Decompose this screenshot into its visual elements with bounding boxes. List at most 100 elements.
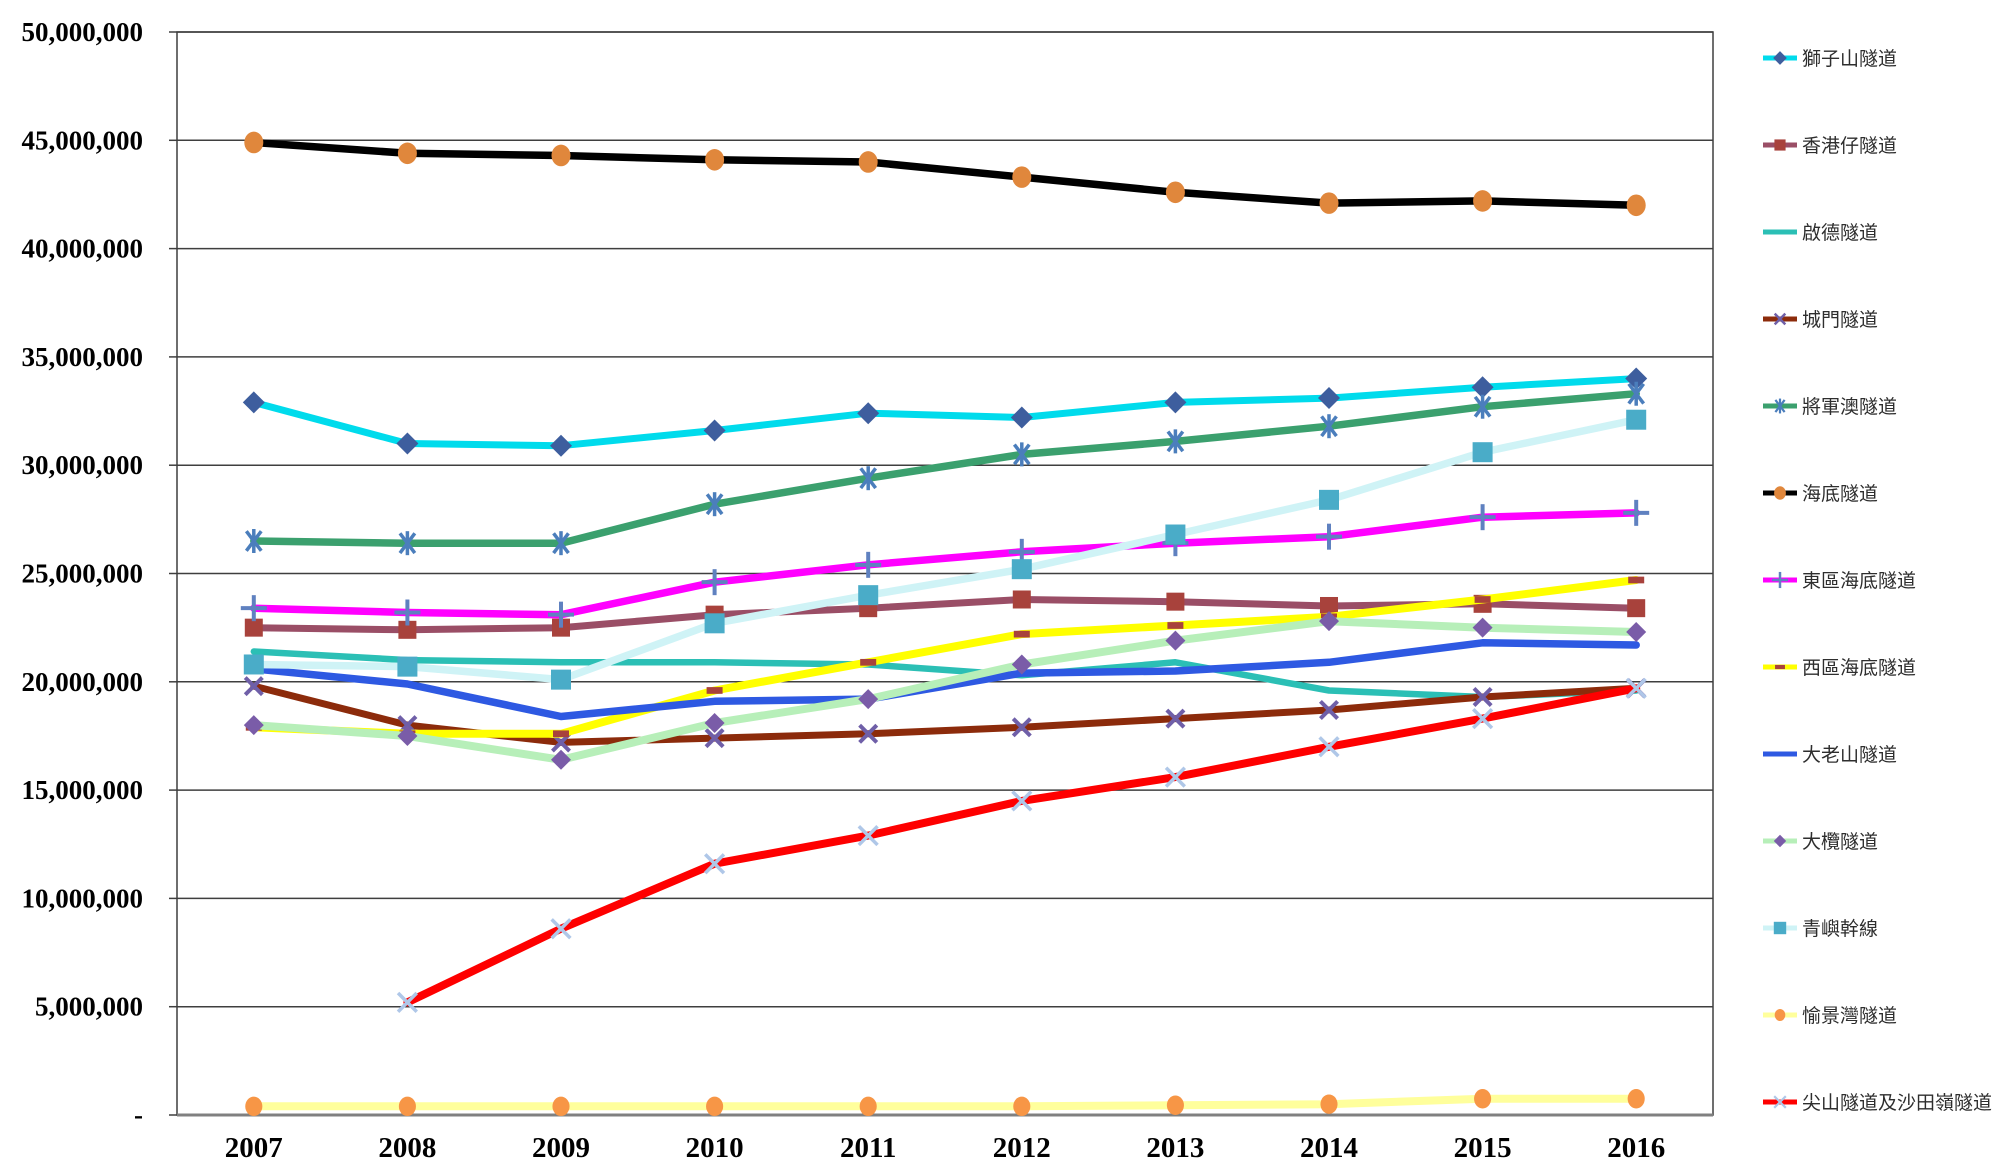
legend-square-icon (1773, 921, 1787, 935)
lantau-link-marker-2015 (1472, 442, 1493, 463)
eagles-nest-and-sha-tin-heights-tunnels-marker-2016 (1625, 677, 1647, 699)
y-tick-label: - (134, 1100, 143, 1130)
legend-item-tates-cairn-tunnel: 大老山隧道 (1763, 744, 1897, 766)
series-tai-lam-tunnel (243, 611, 1647, 770)
marker-stroke (1164, 766, 1186, 788)
eagles-nest-and-sha-tin-heights-tunnels-marker-2009 (550, 918, 572, 940)
tseung-kwan-o-tunnel-marker-2012 (1012, 442, 1031, 467)
lion-rock-tunnel-marker-2007 (242, 391, 265, 414)
cross-harbour-tunnel-marker-2012 (1012, 166, 1032, 188)
series-line-discovery-bay-tunnel (249, 1094, 1641, 1111)
western-harbour-crossing-marker-2010 (706, 687, 723, 694)
eastern-harbour-crossing-marker-2016 (1623, 499, 1650, 526)
tseung-kwan-o-tunnel-marker-2007 (244, 529, 263, 554)
legend-label-eagles-nest-and-sha-tin-heights-tunnels: 尖山隧道及沙田嶺隧道 (1802, 1092, 1992, 1114)
marker-stroke (704, 853, 726, 875)
legend-plus-icon (1771, 571, 1789, 589)
marker-stroke (1774, 399, 1786, 413)
tseung-kwan-o-tunnel-marker-2015 (1473, 394, 1492, 419)
y-tick-label: 40,000,000 (22, 234, 144, 264)
marker-stroke (1012, 443, 1031, 466)
eagles-nest-and-sha-tin-heights-tunnels-marker-2010 (704, 853, 726, 875)
western-harbour-crossing-marker-2011 (860, 658, 877, 666)
lion-rock-tunnel-marker-2010 (703, 419, 726, 442)
discovery-bay-tunnel-marker-2016 (1627, 1089, 1645, 1109)
eastern-harbour-crossing-marker-2011 (855, 551, 882, 578)
cross-harbour-tunnel-marker-2015 (1473, 190, 1493, 212)
series-line-kai-tak-tunnel (250, 648, 1640, 701)
tai-lam-tunnel-marker-2009 (551, 749, 571, 770)
aberdeen-tunnel-marker-2008 (398, 620, 417, 639)
x-tick-label-2016: 2016 (1607, 1132, 1665, 1164)
legend-circle-icon (1774, 1008, 1786, 1022)
marker-stroke (243, 676, 264, 697)
western-harbour-crossing-marker-2015 (1474, 596, 1491, 603)
y-tick-label: 25,000,000 (22, 559, 144, 589)
series-eastern-harbour-crossing (240, 499, 1650, 628)
eastern-harbour-crossing-marker-2008 (394, 599, 421, 626)
series-kai-tak-tunnel (250, 648, 1640, 701)
marker-stroke (1011, 717, 1032, 738)
marker-stroke (1166, 430, 1185, 453)
tseung-kwan-o-tunnel-marker-2016 (1627, 381, 1646, 406)
discovery-bay-tunnel-marker-2009 (552, 1096, 570, 1117)
lantau-link-marker-2008 (397, 656, 418, 677)
series-lion-rock-tunnel (242, 367, 1648, 457)
marker-stroke (857, 824, 879, 847)
x-tick-label-2015: 2015 (1454, 1132, 1512, 1164)
series-line-eastern-harbour-crossing (250, 509, 1640, 619)
eagles-nest-and-sha-tin-heights-tunnels-marker-2015 (1472, 708, 1494, 730)
eagles-nest-and-sha-tin-heights-tunnels-marker-2013 (1164, 766, 1186, 788)
shing-mun-tunnels-marker-2012 (1011, 717, 1032, 738)
x-tick-label-2014: 2014 (1300, 1132, 1358, 1164)
discovery-bay-tunnel-marker-2007 (245, 1096, 263, 1117)
tseung-kwan-o-tunnel-marker-2011 (859, 466, 878, 491)
x-tick-label-2007: 2007 (225, 1132, 283, 1164)
eagles-nest-and-sha-tin-heights-tunnels-marker-2008 (396, 991, 418, 1013)
legend-label-lantau-link: 青嶼幹線 (1802, 918, 1878, 940)
shing-mun-tunnels-marker-2007 (243, 676, 264, 697)
series-tseung-kwan-o-tunnel (244, 381, 1646, 556)
tseung-kwan-o-tunnel-marker-2014 (1320, 414, 1338, 439)
legend-label-lion-rock-tunnel: 獅子山隧道 (1802, 48, 1897, 70)
tai-lam-tunnel-marker-2012 (1011, 654, 1032, 675)
legend-label-aberdeen-tunnel: 香港仔隧道 (1802, 135, 1897, 157)
discovery-bay-tunnel-marker-2015 (1474, 1089, 1492, 1109)
eagles-nest-and-sha-tin-heights-tunnels-marker-2012 (1011, 790, 1033, 812)
tai-lam-tunnel-marker-2016 (1626, 621, 1647, 642)
cross-harbour-tunnel-marker-2013 (1165, 181, 1185, 204)
marker-stroke (396, 991, 418, 1013)
series-eagles-nest-and-sha-tin-heights-tunnels (396, 677, 1647, 1013)
aberdeen-tunnel-marker-2013 (1166, 592, 1185, 611)
marker-stroke (552, 532, 570, 555)
lantau-link-marker-2016 (1626, 409, 1647, 430)
legend-item-tseung-kwan-o-tunnel: 將軍澳隧道 (1763, 396, 1897, 418)
legend-item-tai-lam-tunnel: 大欖隧道 (1763, 831, 1878, 853)
marker-stroke (1319, 699, 1339, 720)
lion-rock-tunnel-marker-2014 (1318, 387, 1340, 410)
series-line-tseung-kwan-o-tunnel (250, 389, 1640, 547)
marker-stroke (705, 493, 724, 516)
tai-lam-tunnel-marker-2011 (858, 689, 879, 710)
lantau-link-marker-2007 (243, 654, 264, 675)
tai-lam-tunnel-marker-2013 (1165, 630, 1186, 651)
marker-stroke (1773, 1095, 1787, 1109)
x-tick-label-2012: 2012 (993, 1132, 1051, 1164)
y-tick-label: 5,000,000 (35, 992, 143, 1022)
discovery-bay-tunnel-marker-2011 (859, 1096, 877, 1117)
shing-mun-tunnels-marker-2010 (704, 728, 725, 749)
western-harbour-crossing-marker-2012 (1013, 630, 1030, 638)
eagles-nest-and-sha-tin-heights-tunnels-marker-2014 (1318, 736, 1340, 758)
marker-stroke (1627, 382, 1646, 405)
y-tick-label: 15,000,000 (22, 775, 144, 805)
legend-label-tates-cairn-tunnel: 大老山隧道 (1802, 744, 1897, 766)
legend-item-lantau-link: 青嶼幹線 (1763, 918, 1878, 940)
legend-square-icon (1774, 139, 1786, 151)
cross-harbour-tunnel-marker-2014 (1319, 192, 1339, 214)
discovery-bay-tunnel-marker-2012 (1013, 1096, 1031, 1117)
legend-item-shing-mun-tunnels: 城門隧道 (1763, 309, 1878, 331)
y-tick-label: 50,000,000 (22, 17, 144, 47)
marker-stroke (550, 918, 572, 940)
y-tick-label: 10,000,000 (22, 883, 144, 913)
